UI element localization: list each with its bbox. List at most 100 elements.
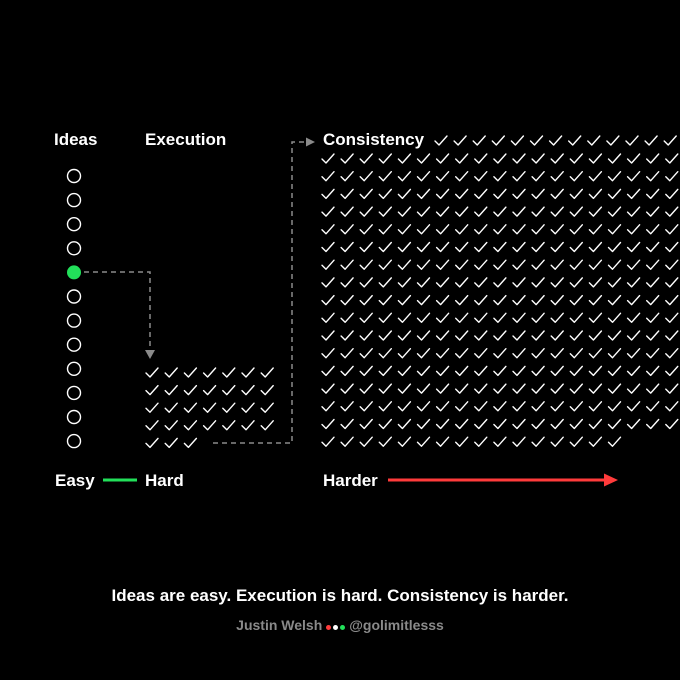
check-icon [321, 330, 335, 341]
check-icon [359, 206, 373, 217]
check-icon [569, 365, 583, 377]
check-icon [164, 402, 178, 413]
check-icon [474, 401, 488, 412]
check-icon [626, 277, 641, 288]
check-icon [550, 294, 564, 306]
check-icon [416, 365, 431, 377]
check-icon [435, 277, 450, 288]
check-icon [550, 348, 564, 359]
connector-ideas-to-execution [84, 271, 151, 352]
check-icon [321, 383, 335, 394]
check-icon [321, 206, 335, 217]
check-icon [493, 418, 507, 430]
check-icon [569, 153, 583, 164]
check-icon [416, 401, 431, 412]
check-icon [340, 259, 354, 270]
check-icon [531, 277, 545, 288]
check-icon [588, 294, 603, 306]
check-icon [625, 135, 639, 146]
check-icon [550, 312, 564, 323]
check-icon [493, 206, 507, 217]
check-icon [222, 384, 236, 396]
check-icon [359, 294, 373, 306]
idea-circle [66, 216, 82, 232]
check-icon [321, 224, 335, 235]
check-icon [568, 135, 582, 146]
check-icon [569, 188, 583, 200]
check-icon [474, 312, 488, 323]
check-icon [512, 224, 526, 235]
check-icon [340, 153, 354, 164]
check-icon [455, 294, 469, 306]
check-icon [550, 224, 564, 235]
check-icon [607, 330, 622, 341]
check-icon [646, 294, 660, 306]
check-icon [416, 312, 431, 323]
check-icon [435, 188, 450, 200]
check-icon [626, 206, 641, 217]
check-icon [588, 277, 603, 288]
check-icon [455, 436, 469, 447]
check-icon [474, 348, 488, 359]
check-icon [665, 365, 679, 377]
check-icon [588, 241, 603, 253]
check-icon [531, 312, 545, 323]
stage-label-harder: Harder [323, 471, 378, 490]
check-icon [588, 330, 603, 341]
check-icon [665, 171, 679, 182]
check-icon [435, 418, 450, 430]
check-icon [512, 188, 526, 200]
check-icon [646, 224, 660, 235]
check-icon [359, 241, 373, 253]
check-icon [435, 153, 450, 164]
check-icon [531, 259, 545, 270]
check-icon [646, 241, 660, 253]
byline: Justin Welsh @golimitlesss [0, 617, 680, 634]
check-icon [569, 418, 583, 430]
check-icon [663, 135, 677, 146]
check-icon [416, 277, 431, 288]
check-icon [435, 206, 450, 217]
check-icon [416, 383, 431, 394]
check-icon [588, 259, 603, 270]
check-icon [493, 188, 507, 200]
check-icon [164, 437, 178, 449]
check-icon [397, 277, 412, 288]
check-icon [455, 312, 469, 323]
check-icon [359, 153, 373, 164]
check-icon [493, 153, 507, 164]
check-icon [512, 259, 526, 270]
check-icon [455, 206, 469, 217]
check-icon [397, 312, 412, 323]
check-icon [569, 277, 583, 288]
check-icon [455, 401, 469, 412]
check-icon [607, 259, 622, 270]
check-icon [474, 224, 488, 235]
check-icon [378, 241, 392, 253]
check-icon [435, 383, 450, 394]
check-icon [260, 367, 274, 378]
check-icon [646, 383, 660, 394]
check-icon [340, 206, 354, 217]
check-icon [455, 259, 469, 270]
check-icon [550, 330, 564, 341]
heading-consistency: Consistency [323, 130, 425, 149]
check-icon [626, 348, 641, 359]
check-icon [202, 384, 217, 396]
check-icon [321, 241, 335, 253]
check-icon [435, 171, 450, 182]
check-icon [646, 171, 660, 182]
idea-circle [66, 241, 82, 256]
check-icon [512, 383, 526, 394]
check-icon [416, 153, 431, 164]
check-icon [512, 401, 526, 412]
author-handle: @golimitlesss [349, 617, 444, 633]
check-icon [340, 312, 354, 323]
check-icon [474, 418, 488, 430]
check-icon [435, 365, 450, 377]
check-icon [569, 206, 583, 217]
check-icon [378, 383, 392, 394]
check-icon [378, 348, 392, 359]
check-icon [321, 188, 335, 200]
check-icon [493, 224, 507, 235]
